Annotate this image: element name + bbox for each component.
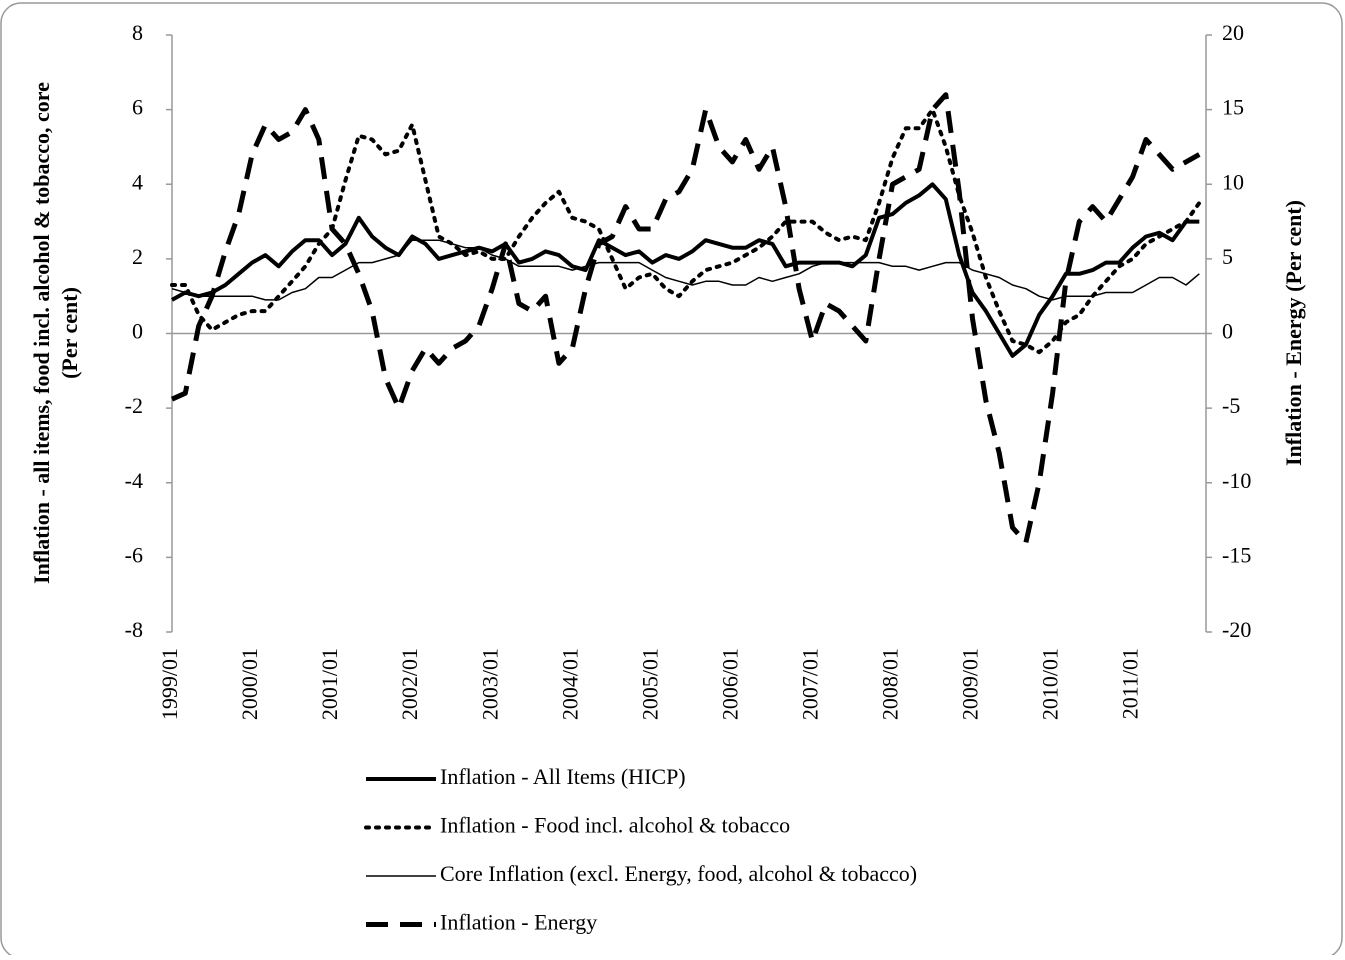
legend-label: Inflation - All Items (HICP) xyxy=(440,764,686,789)
y-tick-label: 8 xyxy=(132,20,143,45)
y-tick-label: -4 xyxy=(125,468,143,493)
y2-tick-label: -10 xyxy=(1222,468,1251,493)
y-tick-label: -6 xyxy=(125,542,143,567)
series-line xyxy=(171,239,1200,301)
y2-tick-label: -20 xyxy=(1222,617,1251,642)
y2-tick-label: -15 xyxy=(1222,542,1251,567)
x-tick-label: 2008/01 xyxy=(878,648,903,720)
legend-label: Inflation - Energy xyxy=(440,910,597,935)
x-tick-label: 2000/01 xyxy=(237,648,262,720)
x-tick-label: 2009/01 xyxy=(958,648,983,720)
y-tick-label: -8 xyxy=(125,617,143,642)
y-tick-label: 4 xyxy=(132,169,143,194)
y2-tick-label: 15 xyxy=(1222,95,1244,120)
x-tick-label: 2006/01 xyxy=(717,648,742,720)
y-axis-title: Inflation - all items, food incl. alcoho… xyxy=(29,82,54,584)
x-tick-label: 2001/01 xyxy=(317,648,342,720)
series-line xyxy=(170,107,1202,355)
y-axis-title: (Per cent) xyxy=(57,287,82,379)
y-tick-label: 0 xyxy=(132,319,143,344)
x-tick-label: 2007/01 xyxy=(797,648,822,720)
legend-label: Core Inflation (excl. Energy, food, alco… xyxy=(440,861,917,886)
y2-tick-label: 10 xyxy=(1222,169,1244,194)
y2-axis-title: Inflation - Energy (Per cent) xyxy=(1281,200,1306,466)
series-line xyxy=(171,182,1200,358)
y2-tick-label: 20 xyxy=(1222,20,1244,45)
y2-tick-label: 5 xyxy=(1222,244,1233,269)
x-tick-label: 2005/01 xyxy=(637,648,662,720)
x-tick-label: 2011/01 xyxy=(1118,648,1143,719)
y2-tick-label: 0 xyxy=(1222,319,1233,344)
x-tick-label: 2004/01 xyxy=(557,648,582,720)
y-tick-label: 2 xyxy=(132,244,143,269)
x-tick-label: 2010/01 xyxy=(1038,648,1063,720)
series-line xyxy=(170,92,1201,545)
legend-label: Inflation - Food incl. alcohol & tobacco xyxy=(440,813,790,838)
x-tick-label: 2002/01 xyxy=(397,648,422,720)
y-tick-label: 6 xyxy=(132,95,143,120)
x-tick-label: 1999/01 xyxy=(157,648,182,720)
y2-tick-label: -5 xyxy=(1222,393,1240,418)
x-tick-label: 2003/01 xyxy=(477,648,502,720)
y-tick-label: -2 xyxy=(125,393,143,418)
